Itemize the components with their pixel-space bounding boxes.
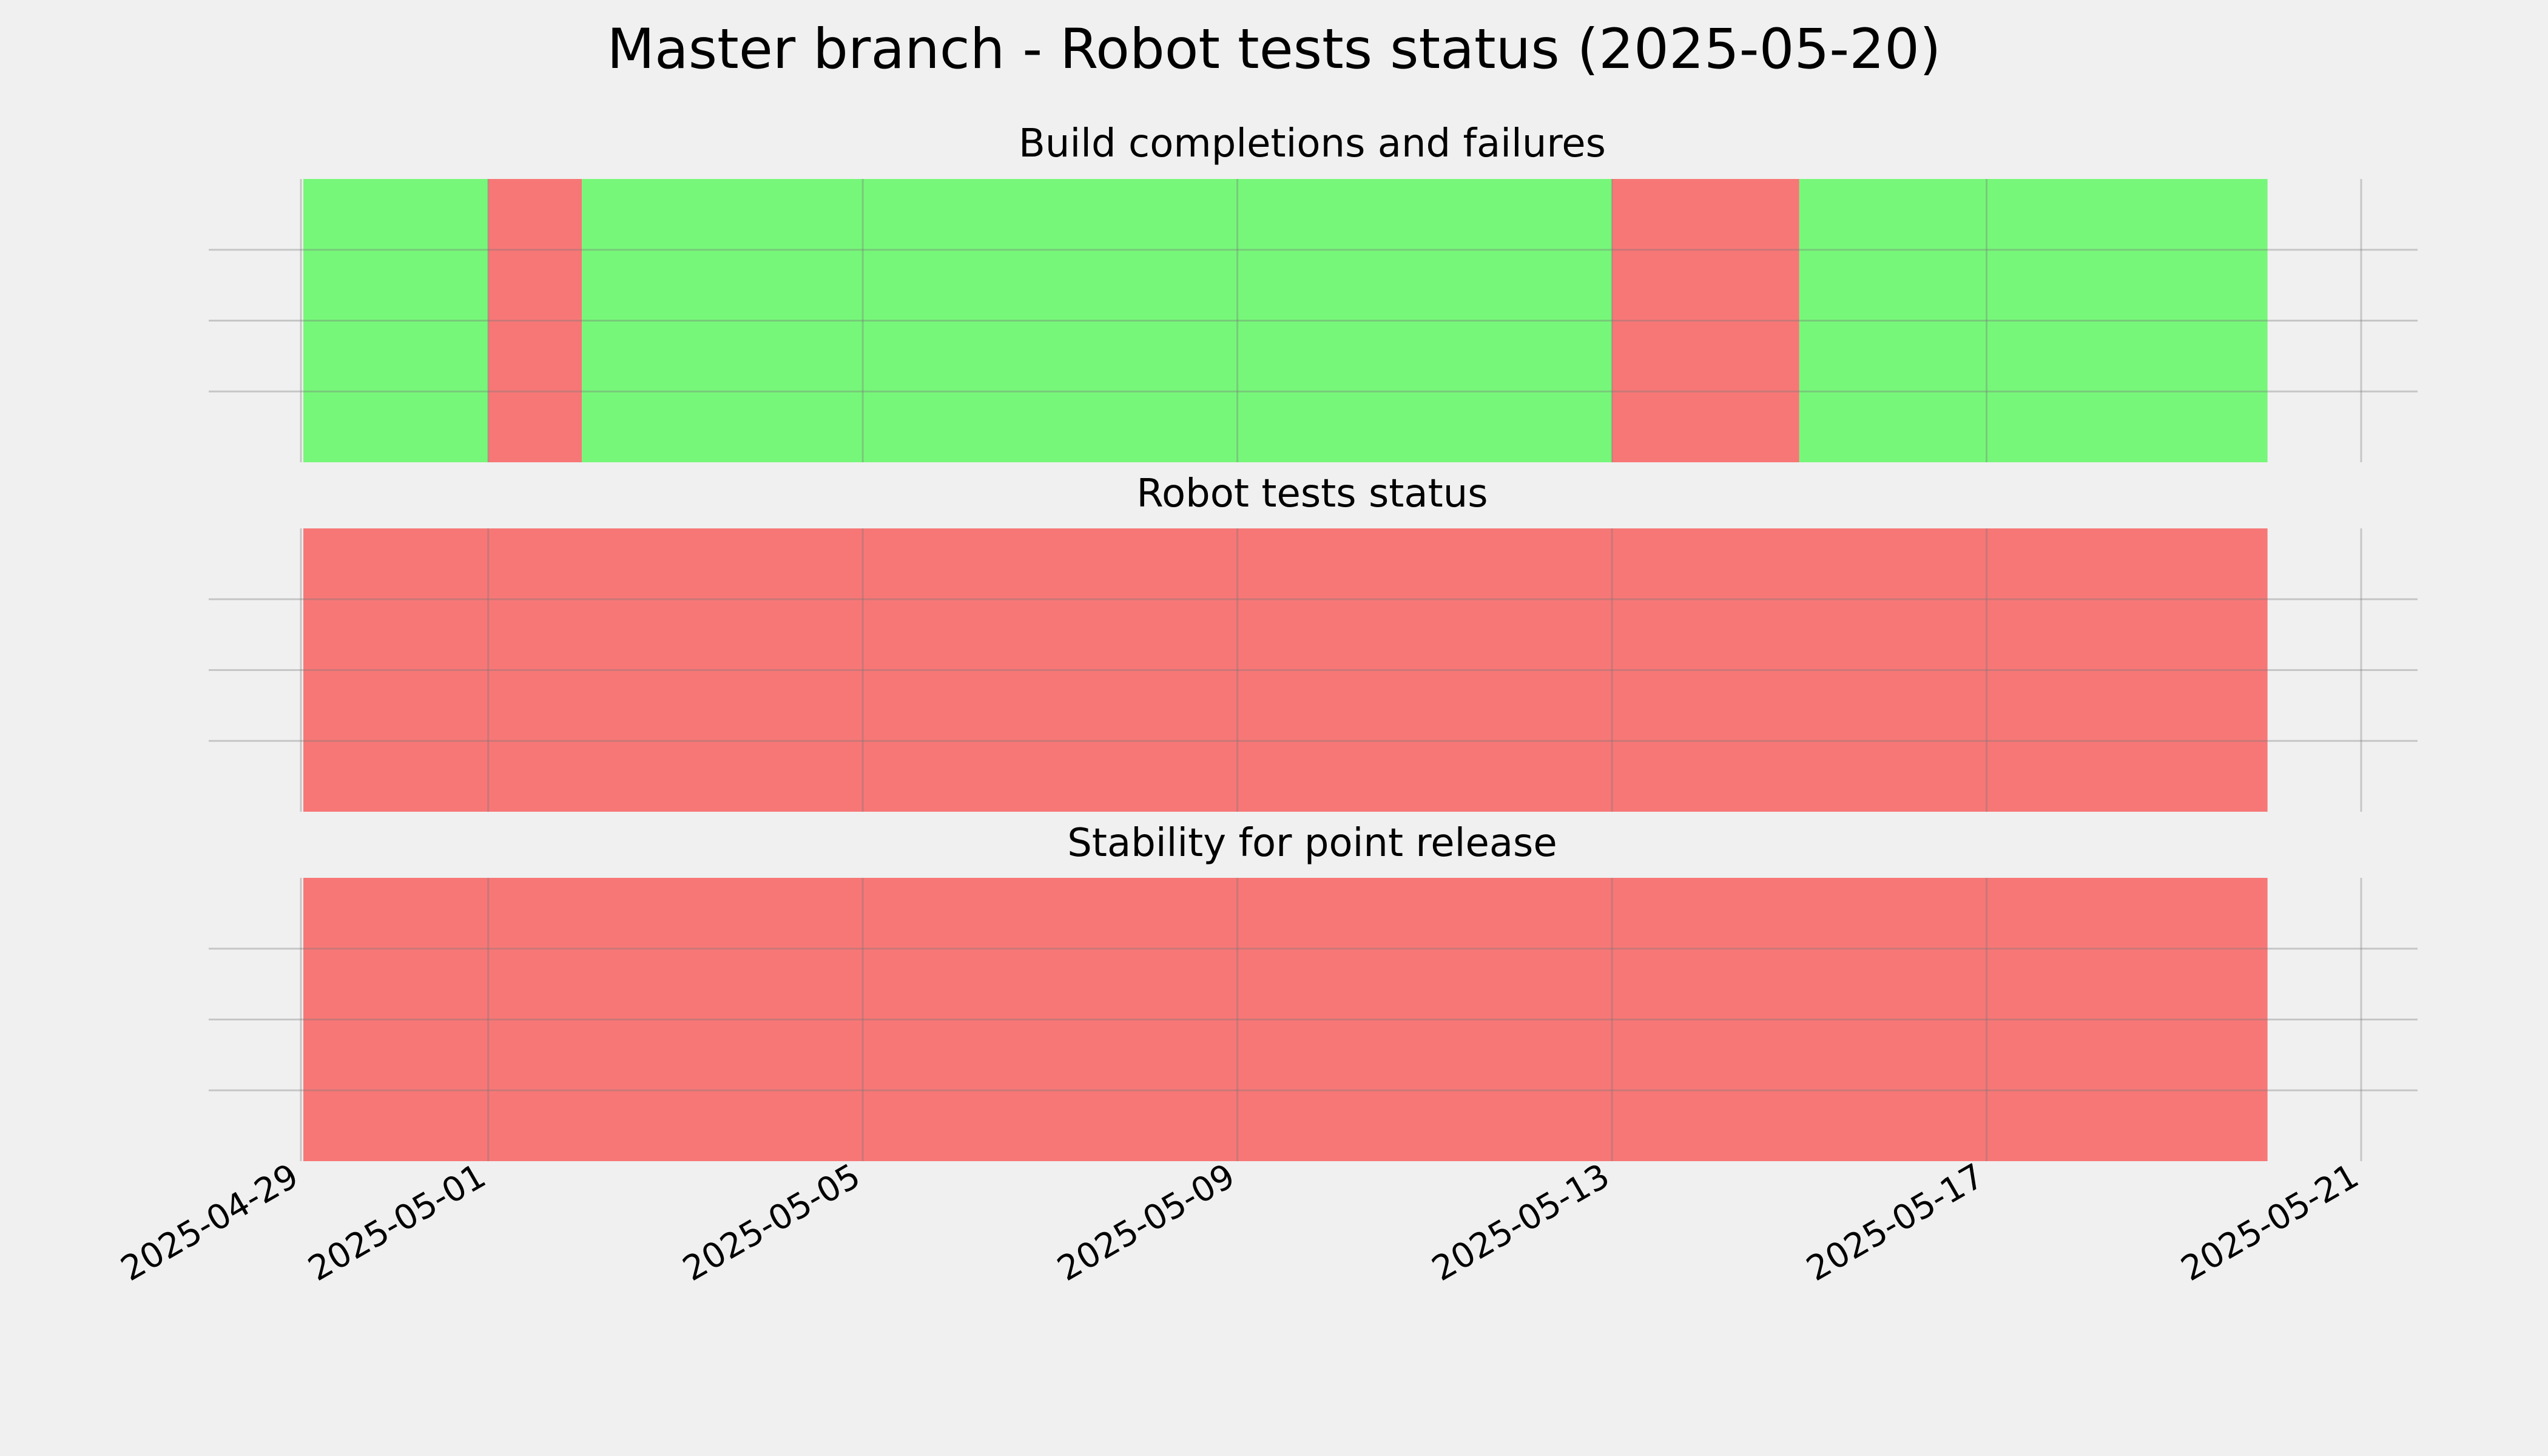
x-tick-label: 2025-04-29: [115, 1156, 305, 1289]
status-segment-success: [1799, 179, 2268, 462]
status-segment-failure: [1612, 179, 1799, 462]
panel-title: Build completions and failures: [1019, 121, 1606, 166]
status-segment-failure: [303, 528, 2268, 812]
x-tick-label: 2025-05-17: [1800, 1156, 1990, 1289]
panel-title: Robot tests status: [1136, 471, 1488, 516]
status-segment-success: [582, 179, 1613, 462]
x-tick-label: 2025-05-09: [1051, 1156, 1241, 1289]
status-segment-success: [303, 179, 488, 462]
x-tick-label: 2025-05-21: [2175, 1156, 2365, 1289]
panel-1: Build completions and failures: [209, 121, 2418, 462]
panel-title: Stability for point release: [1067, 821, 1557, 866]
x-tick-label: 2025-05-05: [676, 1156, 867, 1289]
x-tick-label: 2025-05-13: [1426, 1156, 1616, 1289]
status-segment-failure: [488, 179, 582, 462]
chart-title: Master branch - Robot tests status (2025…: [607, 18, 1941, 81]
x-tick-label: 2025-05-01: [302, 1156, 492, 1289]
panel-3: Stability for point release: [209, 821, 2418, 1161]
status-segment-failure: [303, 878, 2268, 1161]
panel-2: Robot tests status: [209, 471, 2418, 812]
